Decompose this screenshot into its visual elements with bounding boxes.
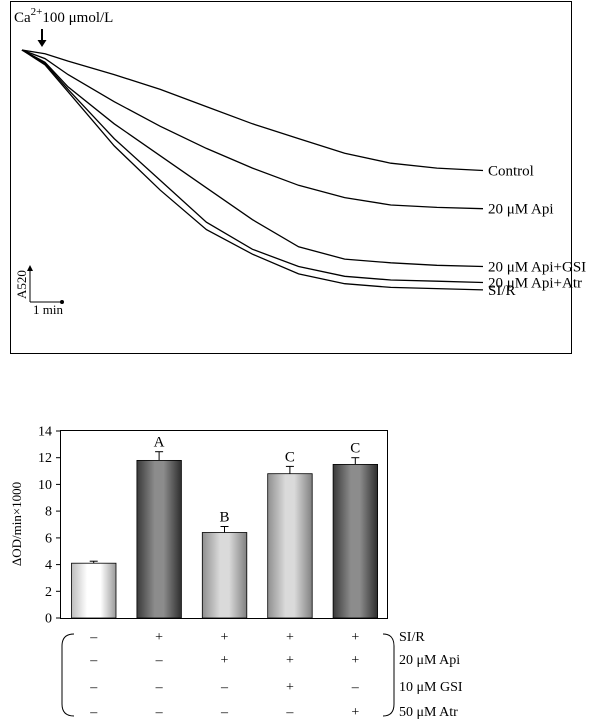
trace-label-control: Control — [488, 164, 534, 180]
condition-symbol: – — [285, 705, 294, 720]
condition-table-left-bracket — [61, 633, 75, 717]
significance-label: C — [350, 441, 360, 457]
significance-label: A — [154, 435, 165, 451]
condition-symbol: – — [89, 653, 98, 668]
condition-symbol: + — [221, 630, 229, 645]
y-tick-label: 8 — [45, 505, 52, 520]
trace-label-20-m-api-gsi: 20 μM Api+GSI — [488, 260, 586, 276]
condition-symbol: + — [351, 705, 359, 720]
condition-symbol: – — [155, 705, 164, 720]
condition-symbol: + — [351, 630, 359, 645]
condition-symbol: + — [286, 680, 294, 695]
condition-symbol: – — [89, 630, 98, 645]
condition-label-20-m-api: 20 μM Api — [399, 653, 460, 668]
condition-symbol: – — [155, 653, 164, 668]
bar — [136, 459, 182, 619]
bar — [332, 463, 379, 619]
condition-symbol: + — [286, 630, 294, 645]
calcium-annotation-rest: 100 μmol/L — [42, 10, 113, 26]
kinetics-panel: Ca2+100 μmol/L Control 20 μM Api 20 μM Api… — [10, 1, 586, 354]
trace-label-20-m-api-atr: 20 μM Api+Atr — [488, 276, 582, 292]
calcium-annotation-sup: 2+ — [31, 6, 43, 18]
plot-area — [60, 430, 388, 619]
condition-table-right-bracket — [382, 633, 395, 717]
trace-control — [21, 49, 484, 172]
condition-symbol: + — [286, 653, 294, 668]
scale-bar-y-label: A520 — [14, 270, 29, 299]
condition-symbol: + — [351, 653, 359, 668]
condition-table: – + + + + SI/R – – + + +20 μM Api – – – + – 10 μM GSI – – –… — [61, 630, 463, 720]
y-tick-label: 12 — [38, 451, 52, 466]
condition-symbol: – — [220, 680, 229, 695]
trace-20-m-api-atr — [21, 49, 484, 284]
y-tick-label: 14 — [38, 425, 52, 440]
y-tick-label: 0 — [45, 612, 52, 627]
significance-label: B — [219, 510, 229, 526]
bars: A B C C — [71, 435, 379, 619]
condition-label-50-m-atr: 50 μM Atr — [399, 705, 458, 720]
bar — [71, 562, 117, 619]
condition-label-10-m-gsi: 10 μM GSI — [399, 680, 463, 695]
condition-symbol: + — [221, 653, 229, 668]
scale-bar-x-label: 1 min — [33, 302, 63, 317]
scale-bar: A520 1 min — [14, 265, 64, 317]
calcium-annotation-base: Ca — [14, 10, 31, 26]
y-tick-label: 10 — [38, 478, 52, 493]
condition-symbol: – — [89, 705, 98, 720]
condition-symbol: – — [89, 680, 98, 695]
bar — [201, 532, 248, 619]
kinetics-panel-border — [10, 1, 572, 354]
down-arrow-icon — [37, 29, 47, 47]
condition-label-si-r: SI/R — [399, 630, 425, 645]
trace-si-r — [21, 49, 484, 291]
condition-symbol: – — [351, 680, 360, 695]
condition-symbol: – — [155, 680, 164, 695]
trace-label-si-r: SI/R — [488, 283, 516, 299]
y-axis-ticks: 0 2 4 6 8 10 12 14 — [38, 425, 61, 627]
y-tick-label: 6 — [45, 531, 52, 546]
significance-label: C — [285, 449, 295, 465]
condition-symbol: + — [155, 630, 163, 645]
y-tick-label: 2 — [45, 585, 52, 600]
condition-symbol: – — [220, 705, 229, 720]
y-axis-label: ΔOD/min×1000 — [9, 482, 24, 566]
y-tick-label: 4 — [45, 558, 52, 573]
bar — [267, 473, 313, 619]
trace-lines — [21, 49, 484, 291]
trace-20-m-api — [21, 49, 484, 210]
trace-20-m-api-gsi — [21, 49, 484, 268]
calcium-annotation: Ca2+100 μmol/L — [14, 6, 113, 26]
trace-label-20-m-api: 20 μM Api — [488, 202, 554, 218]
